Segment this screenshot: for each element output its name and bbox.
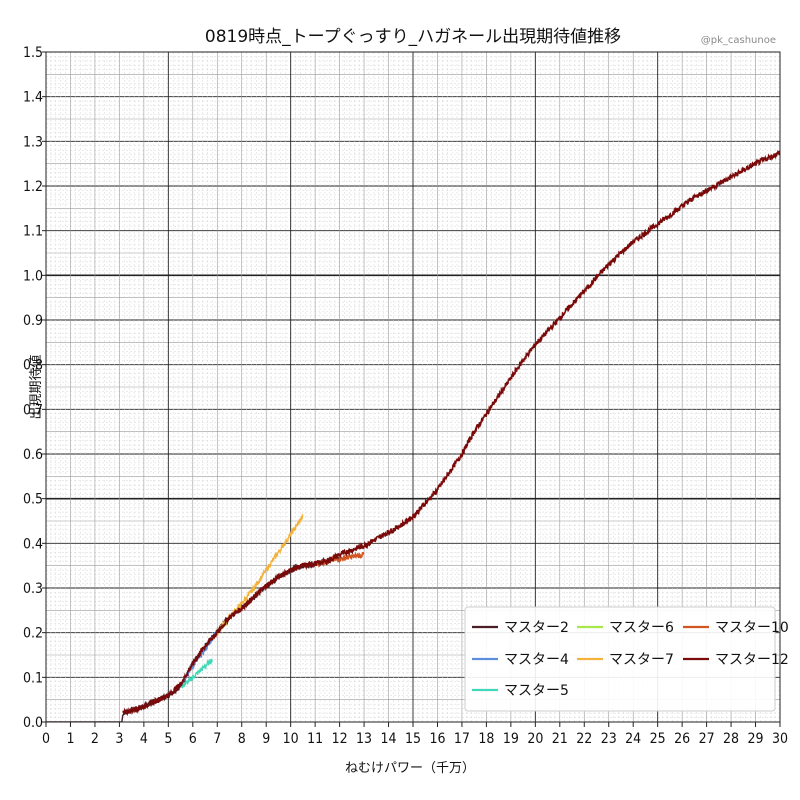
x-tick-label: 3 (115, 731, 123, 747)
series-line-6 (314, 551, 365, 568)
legend-label: マスター12 (715, 652, 789, 668)
series-line-7 (122, 149, 780, 717)
x-axis-label: ねむけパワー（千万） (345, 761, 475, 776)
x-tick-label: 14 (381, 731, 397, 747)
y-tick-label: 1.0 (23, 268, 43, 284)
x-tick-label: 26 (674, 731, 690, 747)
legend-label: マスター2 (504, 620, 569, 636)
y-tick-label: 0.7 (23, 402, 43, 418)
x-tick-label: 18 (478, 731, 494, 747)
x-tick-label: 25 (650, 731, 666, 747)
x-tick-label: 4 (140, 731, 148, 747)
grid (45, 51, 781, 723)
x-tick-label: 8 (238, 731, 246, 747)
y-axis-ticks: 0.0 0.1 0.2 0.3 0.4 0.5 0.6 0.7 0.8 0.9 1.0 1.1 1.2 1… (23, 45, 46, 731)
series-layer (46, 149, 780, 722)
x-tick-label: 24 (625, 731, 641, 747)
x-tick-label: 5 (164, 731, 172, 747)
y-axis-label: 出現期待値 (28, 354, 44, 419)
x-tick-label: 10 (283, 731, 299, 747)
x-tick-label: 6 (189, 731, 197, 747)
y-tick-label: 1.2 (23, 179, 43, 195)
x-tick-label: 28 (723, 731, 739, 747)
legend-label: マスター10 (715, 620, 789, 636)
credit-label: @pk_cashunoe (701, 35, 776, 46)
legend-box (464, 606, 776, 712)
x-tick-label: 1 (66, 731, 74, 747)
x-tick-label: 9 (262, 731, 270, 747)
x-tick-label: 20 (527, 731, 543, 747)
x-tick-label: 30 (772, 731, 788, 747)
legend-label: マスター7 (609, 652, 674, 668)
y-tick-label: 0.2 (23, 626, 43, 642)
x-tick-label: 11 (307, 731, 323, 747)
x-tick-label: 22 (576, 731, 592, 747)
x-tick-label: 0 (42, 731, 50, 747)
x-tick-label: 29 (748, 731, 764, 747)
y-tick-label: 0.9 (23, 313, 43, 329)
y-tick-label: 0.6 (23, 447, 43, 463)
y-tick-label: 1.1 (23, 224, 43, 240)
legend-label: マスター4 (504, 652, 569, 668)
y-tick-label: 0.0 (23, 715, 43, 731)
x-axis-ticks: 0 1 2 3 4 5 6 7 8 9 10 11 12 13 14 15 16 17 18 19 20 21 22 23 24… (42, 722, 788, 747)
legend: マスター2 マスター4 マスター5 マスター6 マスター7 マスター10 マスター12 (464, 606, 789, 712)
legend-label: マスター5 (504, 683, 569, 699)
x-tick-label: 12 (332, 731, 348, 747)
x-tick-label: 15 (405, 731, 421, 747)
x-tick-label: 2 (91, 731, 99, 747)
x-tick-label: 23 (601, 731, 617, 747)
y-tick-label: 0.5 (23, 492, 43, 508)
y-tick-label: 0.4 (23, 536, 43, 552)
chart-title: 0819時点_トープぐっすり_ハガネール出現期待値推移 (205, 27, 621, 47)
y-tick-label: 1.5 (23, 45, 43, 61)
y-tick-label: 1.3 (23, 134, 43, 150)
x-tick-label: 17 (454, 731, 470, 747)
x-tick-label: 7 (213, 731, 221, 747)
y-tick-label: 1.4 (23, 90, 43, 106)
x-tick-label: 16 (429, 731, 445, 747)
x-tick-label: 21 (552, 731, 568, 747)
x-tick-label: 13 (356, 731, 372, 747)
legend-label: マスター6 (609, 620, 674, 636)
series-line-3 (181, 658, 213, 689)
x-tick-label: 19 (503, 731, 519, 747)
y-tick-label: 0.8 (23, 358, 43, 374)
y-tick-label: 0.1 (23, 670, 43, 686)
x-tick-label: 27 (699, 731, 715, 747)
y-tick-label: 0.3 (23, 581, 43, 597)
